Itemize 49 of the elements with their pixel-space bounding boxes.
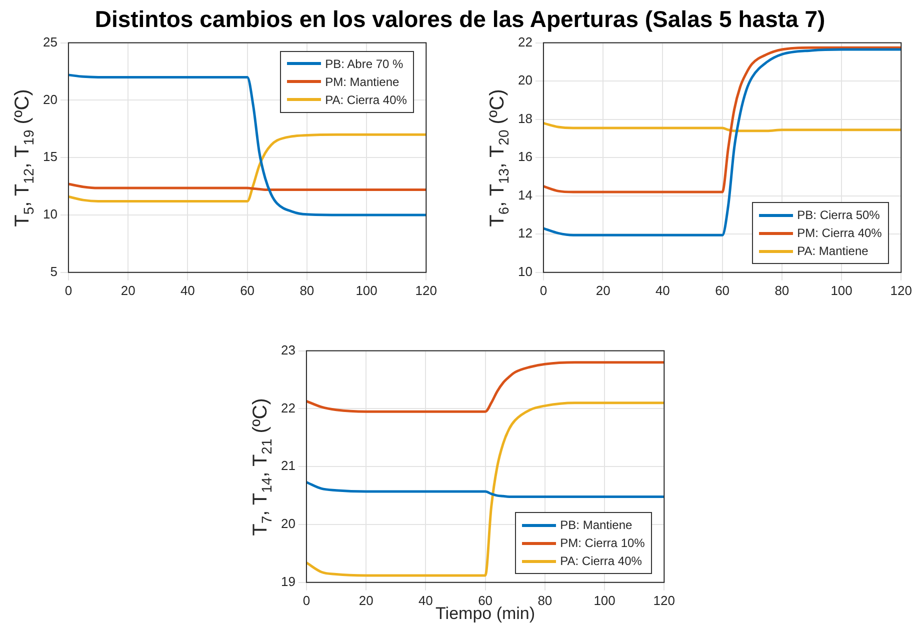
y-tick-label: 16 (518, 149, 532, 164)
x-tick-label: 120 (890, 282, 912, 298)
y-tick-label: 15 (42, 149, 58, 164)
y-tick-label: 14 (518, 187, 532, 202)
x-tick-label: 20 (358, 592, 374, 608)
y-tick-label: 25 (42, 34, 58, 50)
y-tick-label: 22 (518, 34, 532, 50)
x-tick-label: 100 (830, 282, 852, 298)
line-series (543, 122, 902, 132)
x-tick-label: 40 (418, 592, 433, 608)
x-tick-label: 80 (538, 592, 552, 608)
legend-label: PA: Mantiene (797, 244, 868, 258)
x-tick-label: 120 (653, 592, 676, 608)
x-tick-label: 120 (415, 282, 438, 298)
x-tick-label: 60 (715, 282, 730, 298)
x-tick-label: 60 (240, 282, 255, 298)
legend-label: PA: Cierra 40% (560, 554, 642, 568)
legend-label: PB: Cierra 50% (797, 208, 880, 222)
y-tick-label: 18 (518, 110, 532, 126)
y-tick-label: 22 (280, 400, 296, 416)
y-tick-label: 21 (280, 458, 296, 474)
legend-label: PM: Mantiene (325, 74, 400, 89)
y-tick-label: 5 (50, 264, 58, 279)
x-tick-label: 80 (774, 282, 790, 298)
y-tick-label: 20 (518, 72, 532, 88)
y-tick-label: 20 (280, 516, 296, 532)
y-tick-label: 10 (518, 264, 532, 279)
x-tick-label: 0 (64, 282, 72, 298)
x-tick-label: 80 (300, 282, 314, 298)
y-tick-label: 20 (42, 92, 58, 107)
x-tick-label: 40 (655, 282, 670, 298)
x-tick-label: 20 (120, 282, 136, 298)
legend-label: PB: Abre 70 % (325, 56, 404, 71)
x-tick-label: 100 (356, 282, 378, 298)
x-tick-label: 0 (540, 282, 548, 298)
y-tick-label: 19 (280, 574, 296, 589)
legend-label: PB: Mantiene (560, 518, 632, 532)
x-tick-label: 0 (302, 592, 310, 608)
y-tick-label: 12 (518, 226, 532, 241)
chart-title: Distintos cambios en los valores de las Aperturas (Salas 5 hasta 7) (94, 6, 826, 33)
line-series (306, 480, 664, 498)
legend-label: PM: Cierra 40% (797, 226, 882, 240)
x-tick-label: 100 (594, 592, 616, 608)
legend-label: PA: Cierra 40% (325, 92, 407, 107)
y-tick-label: 10 (42, 206, 58, 222)
y-tick-label: 23 (280, 342, 296, 358)
legend-label: PM: Cierra 10% (560, 536, 645, 550)
x-tick-label: 20 (596, 282, 610, 298)
x-tick-label: 40 (180, 282, 195, 298)
